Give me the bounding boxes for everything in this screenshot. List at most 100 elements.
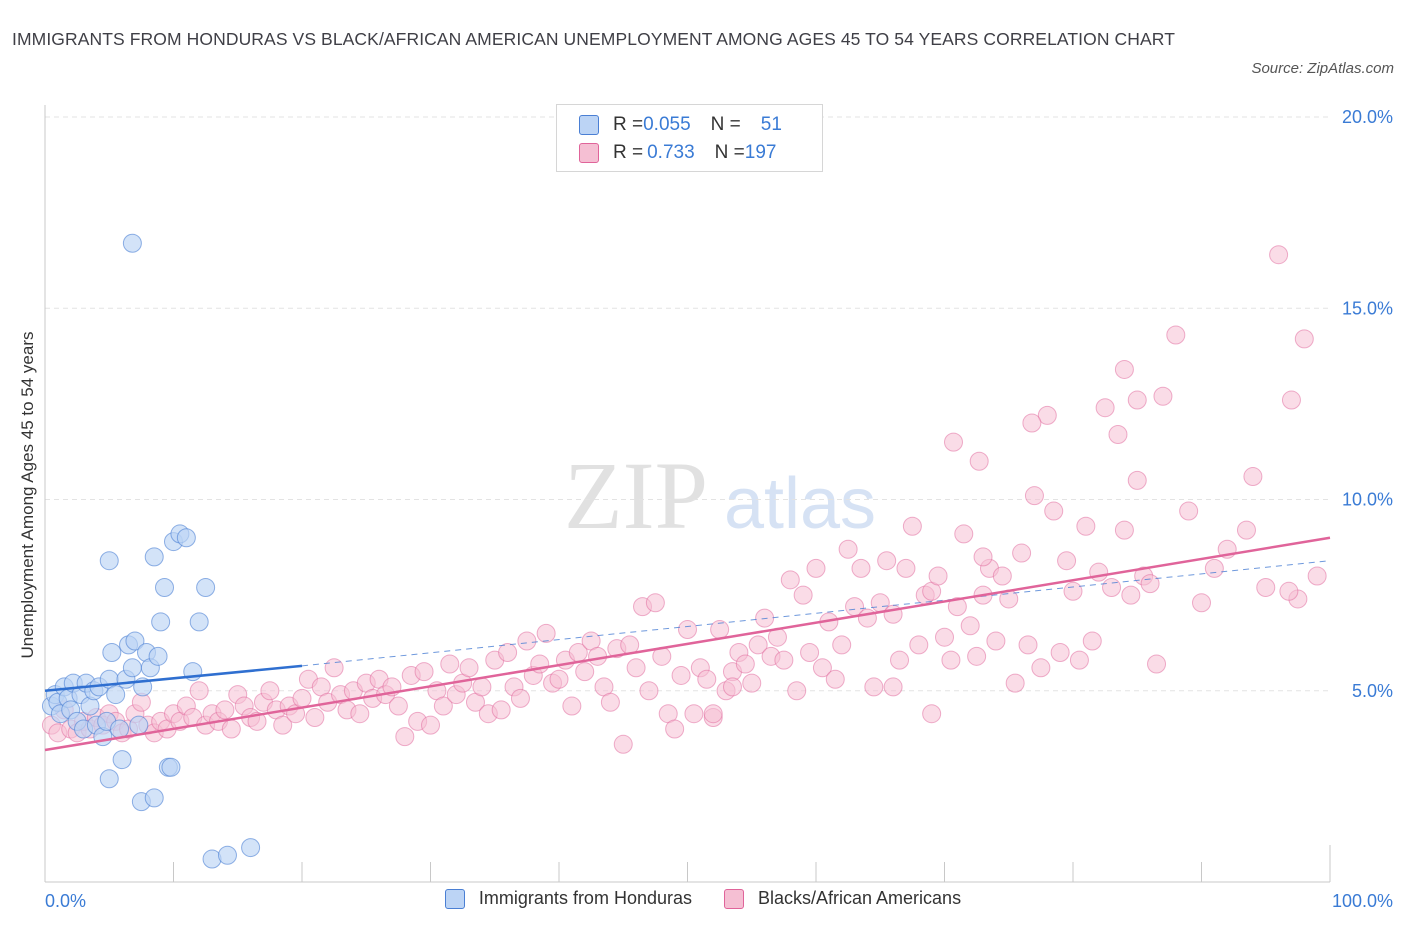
data-point-black — [350, 704, 370, 724]
data-point-black — [678, 620, 697, 640]
watermark-zip: ZIP — [564, 442, 708, 549]
y-tick-label: 20.0% — [1342, 107, 1393, 127]
data-point-black — [684, 704, 704, 724]
data-point-black — [517, 631, 537, 651]
legend-n-value: 197 — [744, 142, 777, 163]
legend-r-label: R = — [613, 114, 644, 135]
data-point-black — [1114, 520, 1134, 540]
data-point-black — [1024, 486, 1044, 506]
data-point-black — [748, 635, 768, 655]
data-point-black — [922, 704, 942, 724]
legend-stats-row-honduras: R = 0.055 N = 51 — [579, 111, 782, 139]
legend-r-label: R = — [613, 142, 644, 163]
data-point-black — [510, 688, 530, 708]
data-point-honduras — [110, 719, 130, 739]
data-point-black — [1012, 543, 1032, 563]
chart-title: IMMIGRANTS FROM HONDURAS VS BLACK/AFRICA… — [12, 29, 1176, 49]
data-point-black — [1102, 577, 1122, 597]
data-point-black — [787, 681, 807, 701]
data-point-black — [1108, 424, 1128, 444]
data-point-honduras — [148, 646, 168, 666]
data-point-black — [395, 727, 415, 747]
data-point-honduras — [161, 757, 181, 777]
data-point-black — [832, 635, 852, 655]
y-tick-label: 15.0% — [1342, 298, 1393, 318]
data-point-black — [883, 677, 903, 697]
tick-labels: 5.0% 10.0% 15.0% 20.0% 0.0% 100.0% — [45, 107, 1393, 911]
data-point-black — [645, 593, 665, 613]
legend-r-value: 0.733 — [647, 142, 695, 163]
data-point-black — [189, 681, 209, 701]
data-point-black — [613, 734, 633, 754]
data-point-black — [498, 643, 518, 662]
data-point-black — [1018, 635, 1038, 655]
data-point-black — [973, 547, 993, 567]
data-point-black — [1127, 390, 1147, 410]
data-point-black — [1095, 398, 1115, 418]
data-point-black — [1022, 413, 1042, 433]
data-point-honduras — [106, 685, 126, 705]
data-point-black — [928, 566, 948, 586]
data-point-black — [215, 700, 235, 720]
data-point-black — [562, 696, 582, 716]
data-point-black — [1153, 386, 1173, 406]
data-point-honduras — [122, 233, 142, 253]
data-point-honduras — [125, 631, 145, 651]
legend-n-label: N = — [710, 114, 741, 135]
data-point-black — [1121, 585, 1141, 605]
data-point-honduras — [151, 612, 171, 632]
data-point-black — [735, 654, 755, 674]
legend-swatch-blue — [579, 115, 599, 135]
data-point-black — [806, 558, 826, 578]
y-tick-label: 5.0% — [1352, 681, 1393, 701]
data-point-honduras — [189, 612, 209, 632]
y-tick-label: 10.0% — [1342, 490, 1393, 510]
data-point-black — [1050, 643, 1070, 662]
data-point-honduras — [99, 551, 119, 571]
data-point-black — [703, 704, 723, 724]
legend-swatch-blue — [444, 888, 465, 909]
data-point-black — [1076, 516, 1096, 536]
data-point-honduras — [102, 643, 122, 662]
data-point-honduras — [176, 528, 196, 548]
x-tick-label: 100.0% — [1332, 891, 1393, 911]
data-point-black — [440, 654, 460, 674]
axes — [44, 105, 1331, 883]
data-point-black — [969, 451, 989, 471]
data-point-black — [890, 650, 910, 670]
data-point-black — [947, 597, 967, 617]
data-point-black — [967, 646, 987, 666]
data-point-black — [1204, 558, 1224, 578]
data-point-black — [221, 719, 241, 739]
data-point-honduras — [155, 577, 175, 597]
legend-swatch-pink — [724, 888, 744, 909]
data-point-black — [1082, 631, 1102, 651]
data-point-black — [825, 669, 845, 689]
data-point-black — [986, 631, 1006, 651]
legend-item-honduras: Immigrants from Honduras — [444, 888, 692, 909]
data-point-black — [665, 719, 685, 739]
data-point-black — [935, 627, 954, 647]
data-point-black — [414, 662, 434, 682]
data-point-black — [1243, 467, 1263, 487]
data-point-black — [273, 715, 293, 735]
data-point-black — [838, 539, 858, 559]
data-point-black — [877, 551, 897, 571]
data-point-black — [549, 669, 569, 689]
legend-item-black: Blacks/African Americans — [724, 888, 961, 909]
data-point-black — [433, 696, 453, 716]
data-point-black — [600, 692, 620, 712]
data-point-black — [1037, 405, 1057, 425]
legend-stats-row-black: R = 0.733 N = 197 — [579, 139, 776, 167]
data-point-honduras — [241, 838, 261, 858]
data-point-black — [902, 516, 922, 536]
data-point-black — [1294, 329, 1314, 349]
source-label: Source: ZipAtlas.com — [1251, 60, 1394, 77]
x-tick-label: 0.0% — [45, 891, 86, 911]
data-point-black — [909, 635, 929, 655]
data-point-black — [1179, 501, 1199, 521]
data-point-honduras — [144, 788, 164, 808]
data-point-black — [742, 673, 762, 693]
trend-line-black — [44, 536, 1331, 752]
data-point-honduras — [144, 547, 164, 567]
